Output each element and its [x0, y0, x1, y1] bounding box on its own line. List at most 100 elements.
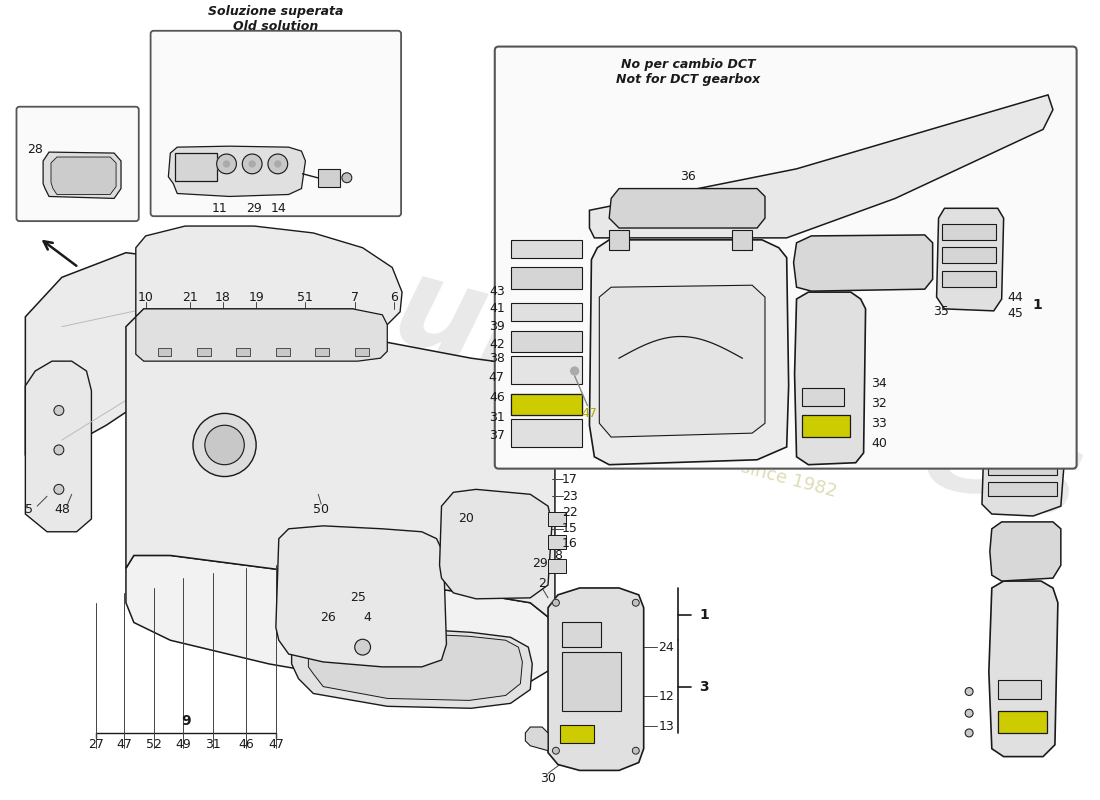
Text: 8: 8 [554, 549, 562, 562]
Text: 45: 45 [1008, 307, 1023, 320]
Text: eurospares: eurospares [300, 225, 1096, 546]
Bar [548, 534, 565, 549]
Text: 14: 14 [271, 202, 287, 214]
Text: 6: 6 [390, 290, 398, 303]
Bar [175, 153, 217, 181]
Circle shape [571, 367, 579, 375]
Polygon shape [43, 152, 121, 198]
Bar [998, 711, 1047, 733]
Text: 32: 32 [871, 397, 888, 410]
Polygon shape [600, 286, 764, 437]
Text: 5: 5 [25, 502, 33, 515]
Circle shape [54, 445, 64, 455]
Bar [562, 622, 602, 647]
Text: 37: 37 [488, 429, 505, 442]
Text: 13: 13 [659, 719, 674, 733]
Circle shape [217, 154, 236, 174]
Text: 18: 18 [214, 290, 231, 303]
Bar [510, 419, 582, 447]
Text: 30: 30 [540, 772, 556, 785]
Polygon shape [125, 555, 560, 686]
Text: a passion for spares since 1982: a passion for spares since 1982 [558, 409, 838, 501]
Bar [197, 348, 211, 356]
Text: 47: 47 [488, 371, 505, 385]
Bar [510, 330, 582, 352]
Polygon shape [793, 235, 933, 291]
Text: 40: 40 [871, 437, 888, 450]
Bar [733, 230, 752, 250]
Text: 43: 43 [488, 285, 505, 298]
Text: 3: 3 [698, 679, 708, 694]
Text: 46: 46 [488, 391, 505, 404]
Text: 7: 7 [351, 290, 359, 303]
Polygon shape [936, 208, 1003, 311]
Text: 49: 49 [175, 738, 191, 751]
Circle shape [632, 747, 639, 754]
Text: 15: 15 [562, 522, 578, 535]
Text: 17: 17 [562, 473, 578, 486]
Text: 51: 51 [297, 290, 313, 303]
Polygon shape [548, 588, 643, 770]
Polygon shape [609, 189, 764, 228]
Bar [510, 394, 582, 415]
Bar [236, 348, 250, 356]
Bar [510, 356, 582, 384]
Circle shape [54, 406, 64, 415]
Polygon shape [51, 157, 117, 194]
Text: 9: 9 [182, 714, 191, 728]
Text: 29: 29 [246, 202, 262, 214]
Bar [998, 680, 1041, 699]
Text: 35: 35 [933, 306, 948, 318]
Bar [943, 271, 996, 287]
Text: 24: 24 [659, 641, 674, 654]
Text: 20: 20 [459, 513, 474, 526]
Text: 38: 38 [488, 352, 505, 365]
Text: 26: 26 [320, 611, 336, 624]
Circle shape [192, 414, 256, 477]
Bar [560, 725, 594, 743]
Text: 31: 31 [205, 738, 221, 751]
Bar [548, 559, 565, 573]
Polygon shape [590, 95, 1053, 238]
Bar [988, 461, 1057, 474]
Circle shape [242, 154, 262, 174]
Text: 23: 23 [562, 490, 578, 502]
Bar [988, 441, 1057, 455]
Polygon shape [526, 727, 548, 750]
Text: 11: 11 [212, 202, 228, 214]
Text: 10: 10 [138, 290, 154, 303]
Text: 31: 31 [488, 411, 505, 424]
Circle shape [342, 173, 352, 182]
Text: 27: 27 [88, 738, 104, 751]
Bar [510, 394, 582, 415]
Bar [988, 482, 1057, 496]
Circle shape [250, 161, 255, 167]
Text: 33: 33 [871, 417, 888, 430]
Polygon shape [135, 226, 403, 325]
Bar [510, 303, 582, 321]
Text: 22: 22 [562, 506, 578, 518]
Circle shape [552, 599, 560, 606]
Text: 19: 19 [249, 290, 264, 303]
Text: 2: 2 [538, 577, 546, 590]
Text: 36: 36 [680, 170, 696, 183]
Text: 46: 46 [239, 738, 254, 751]
Bar [510, 240, 582, 258]
Circle shape [552, 747, 560, 754]
Polygon shape [125, 305, 560, 622]
Text: 44: 44 [1008, 290, 1023, 303]
Text: 47: 47 [116, 738, 132, 751]
Bar [510, 267, 582, 289]
Text: 52: 52 [145, 738, 162, 751]
Text: 47: 47 [268, 738, 284, 751]
Text: 41: 41 [488, 302, 505, 315]
Bar [276, 348, 289, 356]
Bar [562, 652, 622, 711]
FancyBboxPatch shape [495, 46, 1077, 469]
Polygon shape [590, 240, 789, 465]
Polygon shape [308, 621, 522, 700]
Circle shape [268, 154, 288, 174]
Bar [354, 348, 368, 356]
Text: 29: 29 [532, 557, 548, 570]
Text: 1: 1 [698, 607, 708, 622]
